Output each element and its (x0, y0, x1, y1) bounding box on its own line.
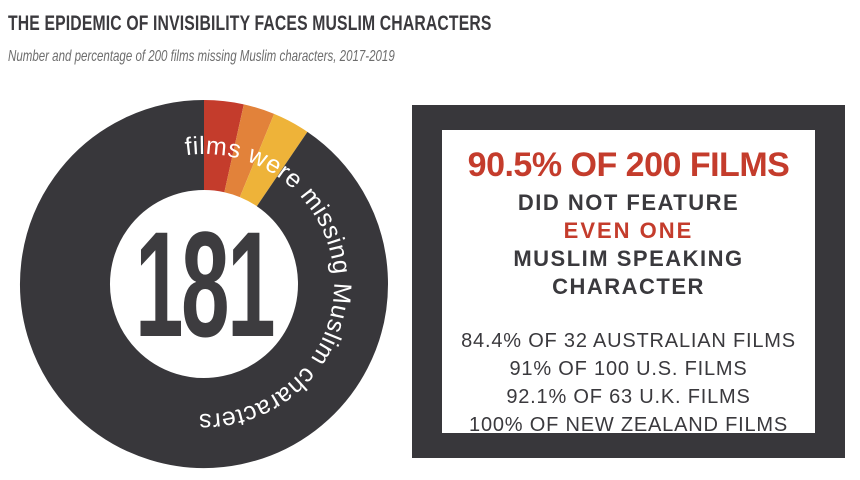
page-title: THE EPIDEMIC OF INVISIBILITY FACES MUSLI… (8, 12, 492, 35)
donut-segments (20, 99, 388, 468)
page-subtitle: Number and percentage of 200 films missi… (8, 48, 395, 65)
donut-chart-svg: films were missing Muslim characters (20, 99, 388, 468)
stat-box-inner: 90.5% OF 200 FILMS DID NOT FEATURE EVEN … (442, 130, 815, 436)
stat-item-australia: 84.4% OF 32 AUSTRALIAN FILMS (461, 330, 796, 352)
stat-item-uk: 92.1% OF 63 U.K. FILMS (506, 386, 751, 408)
stat-line-did-not-feature: DID NOT FEATURE (517, 190, 740, 215)
stat-item-nz: 100% OF NEW ZEALAND FILMS (469, 414, 788, 436)
stat-line-even-one: EVEN ONE (563, 218, 694, 243)
donut-segment-orange-accent (223, 104, 275, 198)
donut-chart: films were missing Muslim characters 181 (14, 94, 394, 474)
stat-item-us: 91% OF 100 U.S. FILMS (509, 358, 748, 380)
donut-segment-films-missing (20, 100, 388, 468)
stat-line-muslim-speaking: MUSLIM SPEAKING (513, 246, 744, 271)
stat-headline: 90.5% OF 200 FILMS (467, 146, 790, 184)
donut-segment-red-accent (202, 99, 244, 193)
stat-box: 90.5% OF 200 FILMS DID NOT FEATURE EVEN … (412, 105, 845, 458)
stat-list: 84.4% OF 32 AUSTRALIAN FILMS 91% OF 100 … (442, 327, 815, 439)
donut-segment-yellow-accent (238, 113, 308, 207)
stat-line-character: CHARACTER (552, 274, 705, 299)
